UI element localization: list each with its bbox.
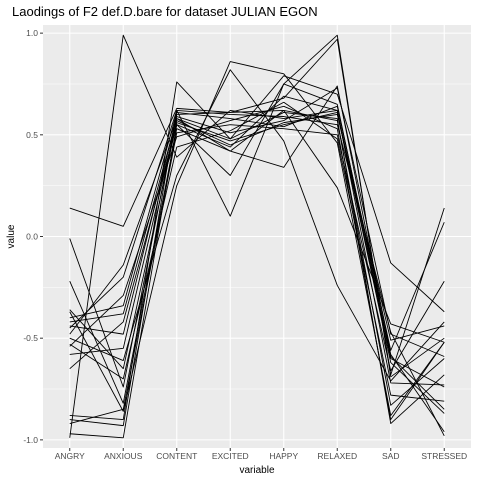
y-axis-title: value <box>6 224 17 248</box>
x-tick-label: ANXIOUS <box>104 451 143 461</box>
y-tick-label: 0.5 <box>26 130 38 140</box>
x-tick-label: CONTENT <box>156 451 197 461</box>
series-line-2 <box>69 34 445 438</box>
y-tick-label: -0.5 <box>23 333 38 343</box>
x-axis: ANGRY ANXIOUS CONTENT EXCITED HAPPY RELAXED SA… <box>55 448 467 461</box>
y-tick-label: -1.0 <box>23 435 38 445</box>
series-line-16 <box>69 109 445 406</box>
x-tick-label: ANGRY <box>55 451 85 461</box>
x-tick-label: EXCITED <box>212 451 249 461</box>
x-axis-title: variable <box>239 465 274 476</box>
series-line-11 <box>69 83 445 410</box>
chart-title: Laodings of F2 def.D.bare for dataset JU… <box>12 4 318 19</box>
x-tick-label: STRESSED <box>421 451 467 461</box>
y-tick-label: 1.0 <box>26 28 38 38</box>
series-line-18 <box>69 101 445 402</box>
series-line-12 <box>69 114 445 355</box>
y-tick-label: 0.0 <box>26 232 38 242</box>
series-line-20 <box>69 124 445 425</box>
series-line-19 <box>69 111 445 425</box>
x-tick-label: SAD <box>382 451 399 461</box>
series-line-13 <box>69 105 445 351</box>
x-tick-label: HAPPY <box>269 451 298 461</box>
series-line-17 <box>69 109 445 437</box>
series-line-5 <box>69 95 445 439</box>
series-lines <box>69 34 445 439</box>
grid-lines <box>43 25 471 448</box>
series-line-15 <box>69 111 445 414</box>
x-tick-label: RELAXED <box>317 451 357 461</box>
y-axis: -1.0 -0.5 0.0 0.5 1.0 <box>23 28 43 445</box>
